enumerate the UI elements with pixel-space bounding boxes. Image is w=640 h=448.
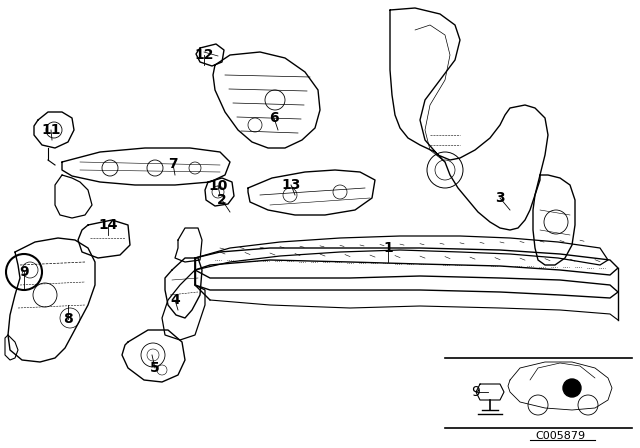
Text: 9: 9 <box>19 265 29 279</box>
Text: 9: 9 <box>472 385 481 399</box>
Text: 6: 6 <box>269 111 279 125</box>
Text: 7: 7 <box>168 157 178 171</box>
Text: 3: 3 <box>495 191 505 205</box>
Text: 11: 11 <box>41 123 61 137</box>
Text: 2: 2 <box>217 193 227 207</box>
Text: 4: 4 <box>170 293 180 307</box>
Text: 12: 12 <box>195 48 214 62</box>
Text: 8: 8 <box>63 312 73 326</box>
Circle shape <box>563 379 581 397</box>
Text: 1: 1 <box>383 241 393 255</box>
Text: 14: 14 <box>99 218 118 232</box>
Text: 13: 13 <box>282 178 301 192</box>
Text: 10: 10 <box>208 179 228 193</box>
Text: 5: 5 <box>150 361 160 375</box>
Text: C005879: C005879 <box>535 431 585 441</box>
